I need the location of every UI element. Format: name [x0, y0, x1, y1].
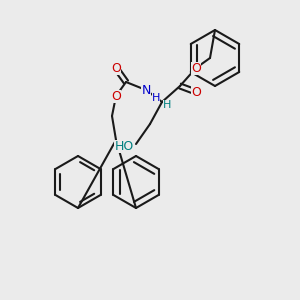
- Text: H: H: [152, 93, 160, 103]
- Text: O: O: [191, 85, 201, 98]
- Text: N: N: [141, 83, 151, 97]
- Text: HO: HO: [114, 140, 134, 152]
- Text: O: O: [191, 61, 201, 74]
- Text: O: O: [111, 61, 121, 74]
- Text: O: O: [111, 89, 121, 103]
- Text: H: H: [163, 100, 171, 110]
